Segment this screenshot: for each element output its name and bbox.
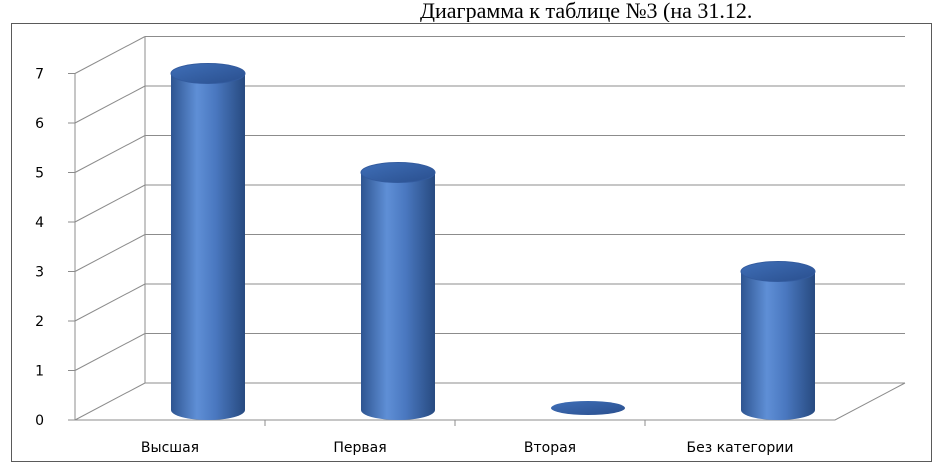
gridline-diagonal xyxy=(74,234,146,272)
y-tick-label: 1 xyxy=(35,364,44,380)
x-tick-label: Вторая xyxy=(524,440,576,456)
gridline-diagonal xyxy=(74,382,146,421)
y-tick-label: 4 xyxy=(35,215,44,231)
bar-body xyxy=(361,172,435,420)
x-tick-label: Высшая xyxy=(141,440,199,456)
bar-4 xyxy=(740,261,816,420)
bar-3 xyxy=(551,401,625,415)
gridline-diagonal xyxy=(74,135,146,173)
bar-body xyxy=(741,271,815,420)
bar-cap xyxy=(740,261,816,282)
y-tick-label: 5 xyxy=(35,166,44,182)
chart-title: Диаграмма к таблице №3 (на 31.12. xyxy=(420,0,753,22)
gridline-diagonal xyxy=(74,36,146,74)
gridline-diagonal xyxy=(74,85,146,124)
y-tick-label: 0 xyxy=(35,413,44,429)
bar-cap-zero xyxy=(551,401,625,415)
bar-1 xyxy=(170,63,246,420)
y-tick-label: 2 xyxy=(35,314,44,330)
y-tick-label: 3 xyxy=(35,265,44,281)
y-tick-label: 7 xyxy=(35,67,44,83)
bar-body xyxy=(171,73,245,420)
chart-frame xyxy=(11,23,932,462)
bar-cap xyxy=(170,63,246,84)
gridline-diagonal xyxy=(74,333,146,371)
gridline-diagonal xyxy=(74,184,146,223)
floor-edge xyxy=(75,382,906,421)
bar-2 xyxy=(360,162,436,420)
x-tick-label: Первая xyxy=(333,440,386,456)
y-tick-label: 6 xyxy=(35,116,44,132)
x-tick-label: Без категории xyxy=(687,440,794,456)
gridline-diagonal xyxy=(74,283,146,322)
bar-cap xyxy=(360,162,436,183)
